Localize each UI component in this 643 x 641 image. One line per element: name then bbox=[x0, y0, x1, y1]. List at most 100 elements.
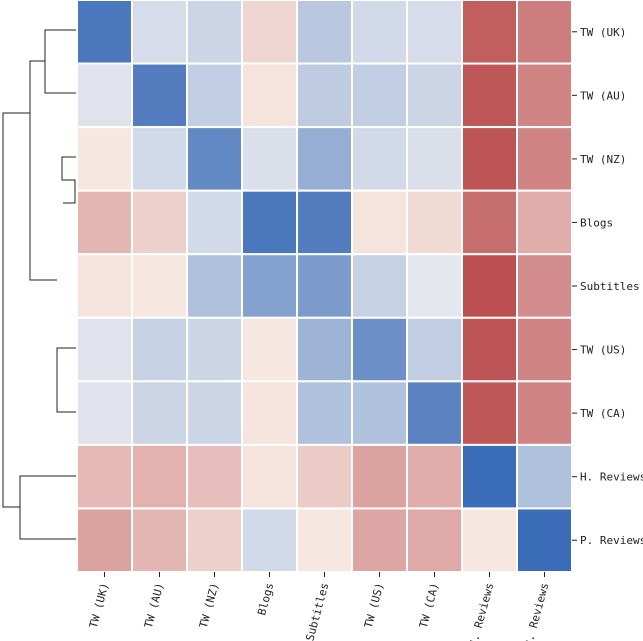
row-label-tw-nz: TW (NZ) bbox=[580, 153, 626, 166]
column-labels: TW (UK) TW (AU) TW (NZ) Blogs Subtitles TW (U… bbox=[87, 572, 552, 641]
cell-tw-nz-x-p-reviews bbox=[516, 126, 573, 192]
cell-tw-ca-x-h-reviews bbox=[461, 380, 518, 446]
cell-p-reviews-x-tw-au bbox=[131, 507, 188, 574]
cell-subtitles-x-subtitles bbox=[296, 253, 353, 319]
cell-subtitles-x-h-reviews bbox=[461, 253, 518, 319]
col-label-h-reviews: H. Reviews bbox=[467, 581, 497, 641]
cell-p-reviews-x-h-reviews bbox=[461, 507, 518, 574]
cell-h-reviews-x-p-reviews bbox=[516, 443, 573, 510]
cell-tw-uk-x-h-reviews bbox=[461, 0, 518, 65]
col-label-tw-au: TW (AU) bbox=[142, 581, 167, 629]
row-label-tw-au: TW (AU) bbox=[580, 89, 626, 102]
cell-tw-ca-x-subtitles bbox=[296, 380, 353, 446]
cell-blogs-x-tw-nz bbox=[186, 189, 243, 256]
row-label-p-reviews: P. Reviews bbox=[580, 534, 643, 547]
cell-tw-au-x-tw-nz bbox=[186, 62, 243, 129]
cell-tw-us-x-subtitles bbox=[296, 316, 353, 383]
cell-tw-uk-x-tw-au bbox=[131, 0, 188, 65]
cell-subtitles-x-tw-us bbox=[351, 253, 408, 319]
cell-tw-au-x-blogs bbox=[241, 62, 298, 129]
cell-blogs-x-subtitles bbox=[296, 189, 353, 256]
heatmap-cells bbox=[76, 0, 573, 574]
cell-tw-nz-x-tw-us bbox=[351, 126, 408, 192]
row-label-tw-us: TW (US) bbox=[580, 344, 626, 357]
row-label-h-reviews: H. Reviews bbox=[580, 471, 643, 484]
cell-p-reviews-x-tw-us bbox=[351, 507, 408, 574]
cell-h-reviews-x-subtitles bbox=[296, 443, 353, 510]
cell-tw-us-x-tw-au bbox=[131, 316, 188, 383]
dendro-link-root bbox=[2, 112, 30, 508]
col-label-tw-ca: TW (CA) bbox=[417, 581, 442, 629]
dendro-link-reviews bbox=[19, 475, 77, 540]
cell-tw-ca-x-tw-ca bbox=[406, 380, 463, 446]
cell-tw-us-x-h-reviews bbox=[461, 316, 518, 383]
cell-h-reviews-x-blogs bbox=[241, 443, 298, 510]
cell-h-reviews-x-tw-us bbox=[351, 443, 408, 510]
cell-tw-uk-x-tw-ca bbox=[406, 0, 463, 65]
cell-tw-uk-x-blogs bbox=[241, 0, 298, 65]
cell-tw-au-x-tw-au bbox=[131, 62, 188, 129]
dendro-link-upper-cluster bbox=[29, 60, 57, 281]
row-label-blogs: Blogs bbox=[580, 216, 613, 229]
cell-p-reviews-x-blogs bbox=[241, 507, 298, 574]
cell-subtitles-x-tw-ca bbox=[406, 253, 463, 319]
cell-tw-nz-x-blogs bbox=[241, 126, 298, 192]
cell-tw-nz-x-tw-uk bbox=[76, 126, 133, 192]
row-label-tw-ca: TW (CA) bbox=[580, 407, 626, 420]
col-label-tw-uk: TW (UK) bbox=[87, 581, 112, 629]
cell-tw-us-x-tw-ca bbox=[406, 316, 463, 383]
cell-tw-au-x-subtitles bbox=[296, 62, 353, 129]
col-label-tw-us: TW (US) bbox=[362, 581, 387, 629]
cell-p-reviews-x-tw-uk bbox=[76, 507, 133, 574]
cell-tw-au-x-p-reviews bbox=[516, 62, 573, 129]
cell-tw-nz-x-tw-ca bbox=[406, 126, 463, 192]
cell-tw-us-x-blogs bbox=[241, 316, 298, 383]
cell-blogs-x-h-reviews bbox=[461, 189, 518, 256]
cell-tw-uk-x-tw-uk bbox=[76, 0, 133, 65]
cell-blogs-x-tw-uk bbox=[76, 189, 133, 256]
dendro-link-nz bbox=[61, 156, 77, 204]
cell-tw-ca-x-tw-au bbox=[131, 380, 188, 446]
cell-tw-nz-x-tw-au bbox=[131, 126, 188, 192]
cell-tw-uk-x-subtitles bbox=[296, 0, 353, 65]
cell-tw-au-x-tw-ca bbox=[406, 62, 463, 129]
dendro-link-us-ca bbox=[56, 347, 77, 413]
cell-subtitles-x-blogs bbox=[241, 253, 298, 319]
cell-tw-nz-x-subtitles bbox=[296, 126, 353, 192]
cell-h-reviews-x-tw-ca bbox=[406, 443, 463, 510]
cell-tw-uk-x-p-reviews bbox=[516, 0, 573, 65]
cell-subtitles-x-p-reviews bbox=[516, 253, 573, 319]
cell-tw-us-x-tw-uk bbox=[76, 316, 133, 383]
cell-tw-au-x-h-reviews bbox=[461, 62, 518, 129]
col-label-p-reviews: P. Reviews bbox=[522, 581, 552, 641]
row-labels: TW (UK) TW (AU) TW (NZ) Blogs Subtitles TW (U… bbox=[572, 26, 643, 547]
cell-p-reviews-x-tw-ca bbox=[406, 507, 463, 574]
col-label-subtitles: Subtitles bbox=[303, 581, 331, 641]
dendro-link-uk-au bbox=[44, 29, 77, 94]
cell-blogs-x-tw-ca bbox=[406, 189, 463, 256]
cell-tw-us-x-tw-us bbox=[351, 316, 408, 383]
cell-tw-ca-x-tw-nz bbox=[186, 380, 243, 446]
col-label-tw-nz: TW (NZ) bbox=[197, 581, 222, 629]
cell-subtitles-x-tw-nz bbox=[186, 253, 243, 319]
cell-tw-us-x-p-reviews bbox=[516, 316, 573, 383]
row-label-subtitles: Subtitles bbox=[580, 280, 640, 293]
cell-blogs-x-blogs bbox=[241, 189, 298, 256]
cell-h-reviews-x-tw-uk bbox=[76, 443, 133, 510]
cell-tw-uk-x-tw-nz bbox=[186, 0, 243, 65]
col-label-blogs: Blogs bbox=[255, 581, 276, 616]
cell-subtitles-x-tw-uk bbox=[76, 253, 133, 319]
cell-tw-ca-x-tw-us bbox=[351, 380, 408, 446]
cell-tw-au-x-tw-us bbox=[351, 62, 408, 129]
cell-blogs-x-tw-au bbox=[131, 189, 188, 256]
cell-p-reviews-x-p-reviews bbox=[516, 507, 573, 574]
cell-h-reviews-x-tw-au bbox=[131, 443, 188, 510]
cell-tw-ca-x-tw-uk bbox=[76, 380, 133, 446]
cell-tw-nz-x-h-reviews bbox=[461, 126, 518, 192]
cell-tw-nz-x-tw-nz bbox=[186, 126, 243, 192]
cell-h-reviews-x-tw-nz bbox=[186, 443, 243, 510]
cell-h-reviews-x-h-reviews bbox=[461, 443, 518, 510]
cell-blogs-x-p-reviews bbox=[516, 189, 573, 256]
cell-subtitles-x-tw-au bbox=[131, 253, 188, 319]
